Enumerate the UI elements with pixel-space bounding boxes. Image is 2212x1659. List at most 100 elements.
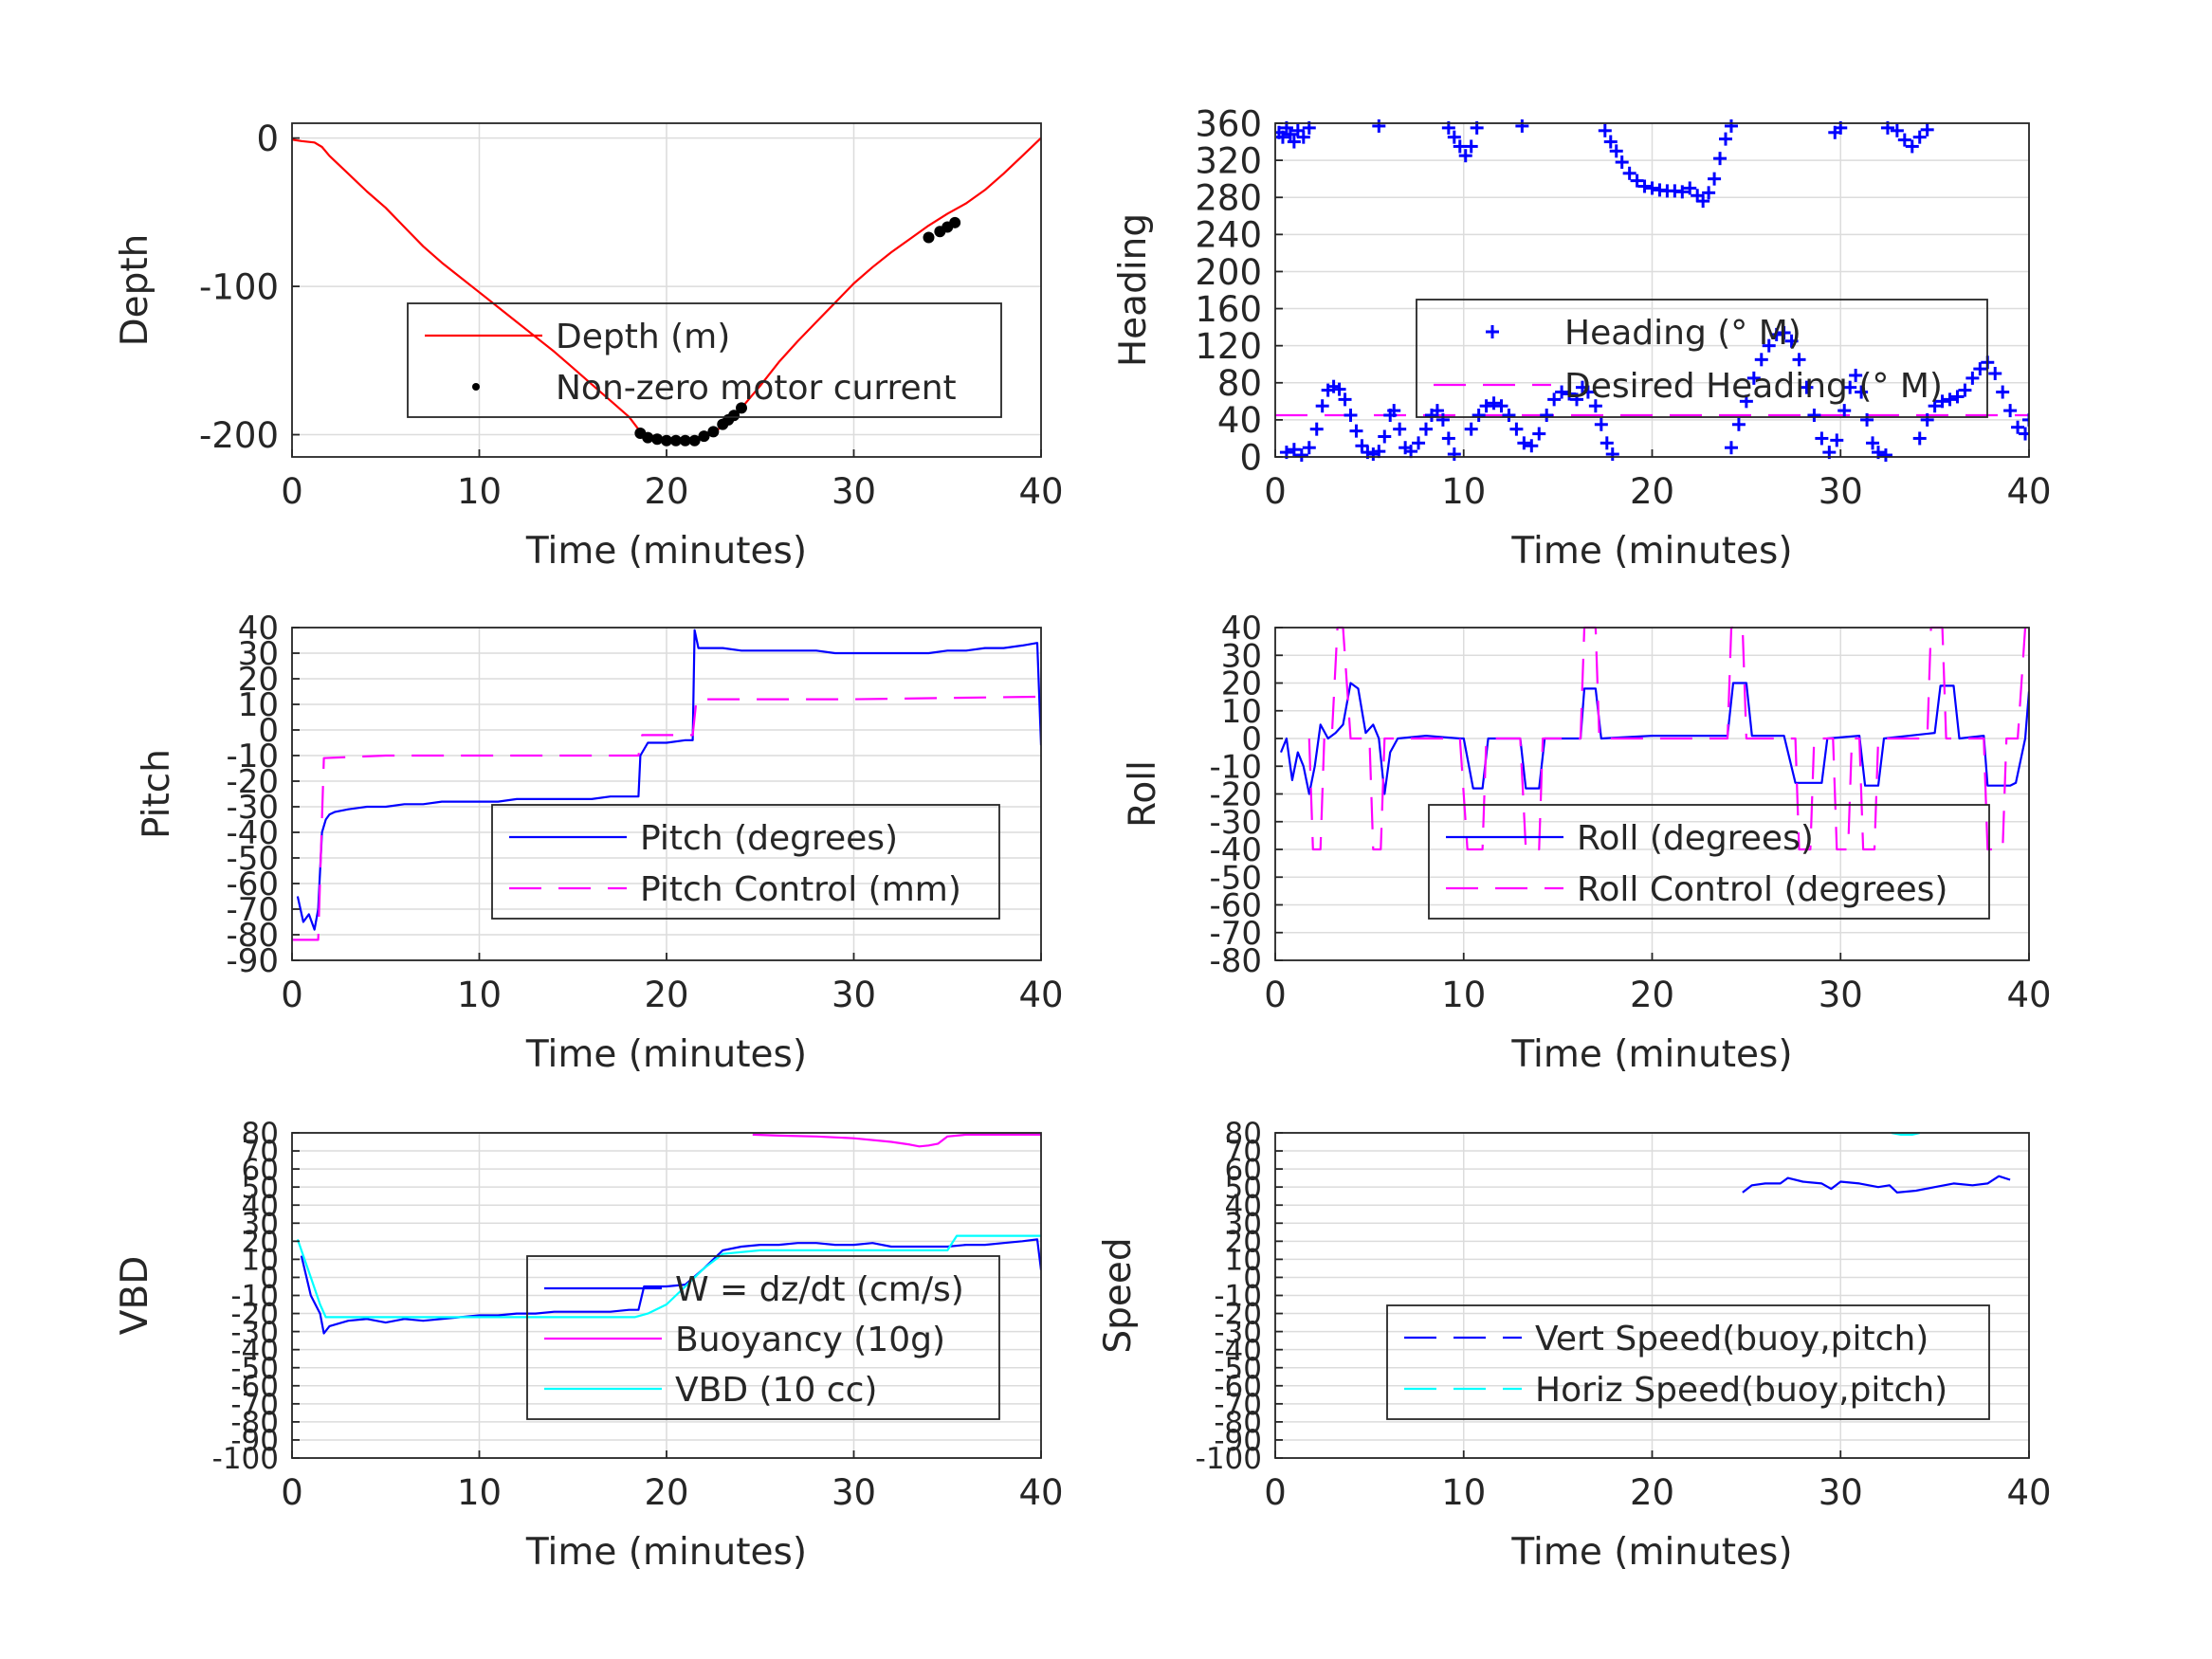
heading-point [1302, 441, 1316, 455]
heading-point [1412, 436, 1426, 450]
legend-label: Pitch Control (mm) [640, 870, 961, 909]
heading-point [1855, 385, 1869, 399]
motor-current-point [736, 402, 747, 414]
y-tick-label: 10 [1225, 1244, 1262, 1278]
y-tick-label: 0 [256, 118, 279, 159]
y-tick-label: 70 [1225, 1135, 1262, 1169]
heading-point [1294, 448, 1308, 463]
heading-point [2022, 412, 2029, 427]
heading-point [1920, 122, 1934, 137]
y-tick-label: -30 [1214, 1316, 1262, 1350]
heading-point [1479, 399, 1493, 413]
heading-point [1630, 173, 1644, 188]
x-tick-label: 10 [1441, 471, 1486, 512]
y-tick-label: -50 [1209, 859, 1262, 897]
x-tick-label: 20 [644, 975, 688, 1015]
legend-label: Non-zero motor current [556, 369, 957, 408]
heading-point [1837, 404, 1852, 418]
heading-point [1287, 135, 1301, 149]
heading-point [1600, 436, 1614, 450]
heading-point [1472, 409, 1486, 422]
chart-panel-6: 0 10 20 30 4080706050403020100-10-20-30-40-5… [1097, 1117, 2052, 1574]
legend-label: Desired Heading (° M) [1564, 367, 1943, 406]
y-tick-label: 80 [1217, 363, 1262, 404]
y-tick-label: -10 [226, 738, 279, 775]
y-tick-label: 20 [1221, 665, 1262, 703]
x-tick-label: 20 [1630, 1472, 1674, 1513]
y-tick-label: 10 [242, 1244, 279, 1278]
legend: Pitch (degrees) Pitch Control (mm) [491, 804, 1000, 920]
y-tick-label: -70 [230, 1388, 279, 1422]
heading-point [1588, 399, 1602, 413]
motor-current-point [949, 216, 961, 228]
heading-point [1372, 445, 1386, 459]
heading-point [1464, 422, 1478, 436]
x-tick-label: 0 [281, 1472, 303, 1513]
heading-point [1724, 441, 1738, 455]
y-tick-label: 360 [1195, 103, 1262, 144]
y-axis-label: Heading [1112, 213, 1155, 367]
heading-point [1713, 152, 1728, 166]
heading-point [1645, 181, 1659, 195]
heading-point [1973, 362, 1987, 376]
heading-point [1943, 392, 1957, 407]
x-tick-label: 40 [2006, 471, 2051, 512]
y-tick-label: 200 [1195, 252, 1262, 293]
y-tick-label: 40 [1225, 1189, 1262, 1223]
y-axis-label: Roll [1122, 760, 1164, 828]
heading-point [1547, 392, 1562, 407]
y-tick-label: 50 [242, 1171, 279, 1205]
x-axis-label: Time (minutes) [525, 1033, 807, 1076]
heading-point [1950, 390, 1965, 404]
x-tick-label: 40 [1018, 1472, 1063, 1513]
series-line-1 [296, 629, 1041, 931]
heading-point [1769, 327, 1783, 341]
heading-point [1928, 399, 1942, 413]
heading-point [1724, 118, 1738, 133]
x-tick-label: 40 [2006, 975, 2051, 1015]
y-tick-label: -60 [230, 1370, 279, 1404]
heading-point [1696, 194, 1710, 209]
x-tick-label: 0 [1264, 471, 1287, 512]
heading-point [1349, 424, 1363, 438]
heading-point [1777, 325, 1791, 339]
heading-point [1581, 385, 1595, 399]
heading-point [1609, 144, 1623, 158]
heading-point [1912, 431, 1927, 446]
heading-point [1563, 387, 1577, 401]
y-tick-label: 0 [1239, 437, 1262, 478]
x-tick-label: 30 [832, 1472, 876, 1513]
heading-point [1419, 422, 1433, 436]
y-tick-label: 80 [242, 1117, 279, 1151]
heading-point [1935, 394, 1949, 409]
motor-current-point [679, 434, 691, 447]
heading-point [1615, 155, 1629, 170]
legend: W = dz/dt (cm/s) Buoyancy (10g) VBD (10 cc… [526, 1255, 1000, 1420]
y-tick-label: -70 [1214, 1388, 1262, 1422]
y-tick-label: -90 [1214, 1424, 1262, 1458]
y-tick-label: -20 [230, 1298, 279, 1332]
x-tick-label: 0 [281, 975, 303, 1015]
y-tick-label: 10 [1221, 693, 1262, 731]
heading-point [1958, 383, 1972, 397]
heading-point [1905, 139, 1919, 154]
y-tick-label: -40 [226, 814, 279, 852]
chart-panel-5: 0 10 20 30 4080706050403020100-10-20-30-40-5… [114, 1117, 1064, 1574]
heading-point [1849, 368, 1863, 382]
legend-box [526, 1255, 1000, 1420]
heading-point [1494, 399, 1508, 413]
x-axis-label: Time (minutes) [1510, 1033, 1792, 1076]
heading-point [1637, 179, 1652, 193]
heading-point [1393, 422, 1407, 436]
y-tick-label: 30 [1225, 1207, 1262, 1241]
x-tick-label: 30 [832, 471, 876, 512]
heading-point [1372, 118, 1386, 133]
heading-point [1594, 417, 1608, 431]
legend-box [407, 302, 1002, 418]
legend: Vert Speed(buoy,pitch) Horiz Speed(buoy,p… [1386, 1304, 1990, 1420]
x-tick-label: 30 [1819, 1472, 1863, 1513]
heading-point [1912, 130, 1927, 144]
y-tick-label: 10 [238, 686, 279, 724]
heading-point [1605, 447, 1619, 462]
y-tick-label: -50 [230, 1352, 279, 1386]
